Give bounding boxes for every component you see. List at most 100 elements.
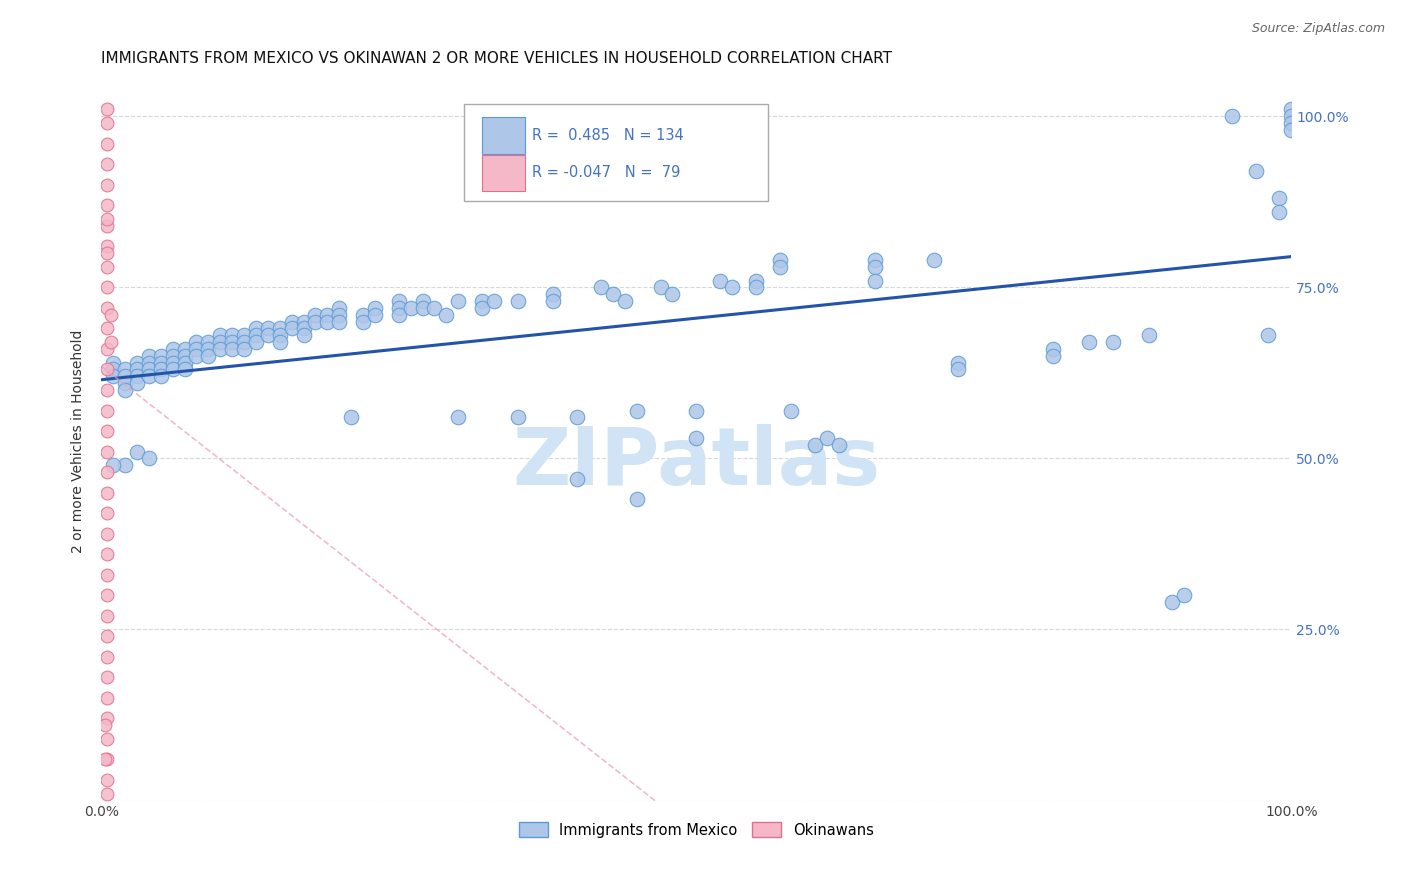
Point (96, 424, 118, 438)
Point (233, 335, 256, 350)
Point (685, 431, 707, 445)
Point (1279, 103, 1302, 117)
Point (650, 280, 672, 294)
Point (471, 301, 494, 315)
Point (804, 438, 827, 452)
Point (352, 308, 374, 322)
Point (828, 438, 851, 452)
Point (162, 356, 184, 370)
Point (1078, 335, 1101, 350)
Point (96, 136, 118, 151)
Point (96, 403, 118, 417)
Point (685, 403, 707, 417)
Point (613, 294, 636, 309)
Point (114, 376, 136, 391)
Text: R =  0.485   N = 134: R = 0.485 N = 134 (531, 128, 683, 143)
Point (173, 356, 195, 370)
Point (96, 670, 118, 684)
Point (96, 362, 118, 376)
Point (1101, 335, 1123, 350)
Point (280, 315, 302, 329)
Point (209, 342, 232, 356)
Point (100, 308, 122, 322)
Point (863, 252, 886, 267)
FancyBboxPatch shape (464, 103, 768, 201)
Text: R = -0.047   N =  79: R = -0.047 N = 79 (531, 165, 681, 180)
Point (626, 492, 648, 507)
Point (138, 451, 160, 466)
Point (197, 335, 219, 350)
Point (162, 342, 184, 356)
Point (543, 294, 565, 309)
Point (96, 629, 118, 643)
Point (412, 294, 434, 309)
Point (388, 301, 411, 315)
Point (399, 301, 422, 315)
Point (506, 410, 529, 425)
Point (96, 198, 118, 212)
Text: ZIPatlas: ZIPatlas (512, 424, 880, 502)
Point (149, 349, 172, 363)
Point (316, 315, 339, 329)
Point (173, 342, 195, 356)
Point (162, 362, 184, 376)
Point (269, 321, 291, 335)
Point (96, 752, 118, 766)
Point (471, 294, 494, 309)
Point (269, 335, 291, 350)
Point (388, 294, 411, 309)
Point (96, 116, 118, 130)
Point (412, 301, 434, 315)
Point (114, 383, 136, 397)
Point (721, 280, 744, 294)
Point (149, 369, 172, 384)
Point (101, 369, 124, 384)
Point (340, 410, 363, 425)
Point (1220, 109, 1243, 123)
Point (245, 321, 267, 335)
Point (125, 369, 148, 384)
Point (745, 274, 768, 288)
Point (96, 649, 118, 664)
Point (815, 431, 838, 445)
Point (96, 772, 118, 787)
Point (661, 287, 683, 301)
Text: Source: ZipAtlas.com: Source: ZipAtlas.com (1251, 22, 1385, 36)
Point (125, 376, 148, 391)
Point (96, 211, 118, 226)
Point (96, 103, 118, 117)
Legend: Immigrants from Mexico, Okinawans: Immigrants from Mexico, Okinawans (513, 816, 880, 844)
Point (125, 444, 148, 458)
Point (626, 403, 648, 417)
Point (328, 301, 350, 315)
Point (924, 252, 946, 267)
Point (567, 472, 589, 486)
Point (96, 260, 118, 274)
Point (233, 342, 256, 356)
Point (209, 328, 232, 343)
Point (114, 369, 136, 384)
Point (1173, 588, 1195, 602)
Point (447, 410, 470, 425)
Point (1268, 191, 1291, 205)
Point (96, 383, 118, 397)
Point (292, 315, 315, 329)
FancyBboxPatch shape (482, 154, 524, 191)
Point (96, 690, 118, 705)
Point (96, 506, 118, 520)
Point (304, 308, 326, 322)
Point (946, 362, 969, 376)
Point (96, 444, 118, 458)
Point (173, 362, 195, 376)
Point (863, 274, 886, 288)
Point (138, 362, 160, 376)
Point (186, 349, 208, 363)
Point (1279, 123, 1302, 137)
Point (543, 287, 565, 301)
Point (434, 308, 457, 322)
Point (96, 547, 118, 561)
Point (96, 246, 118, 260)
Point (292, 328, 315, 343)
Point (1268, 205, 1291, 219)
Point (186, 335, 208, 350)
